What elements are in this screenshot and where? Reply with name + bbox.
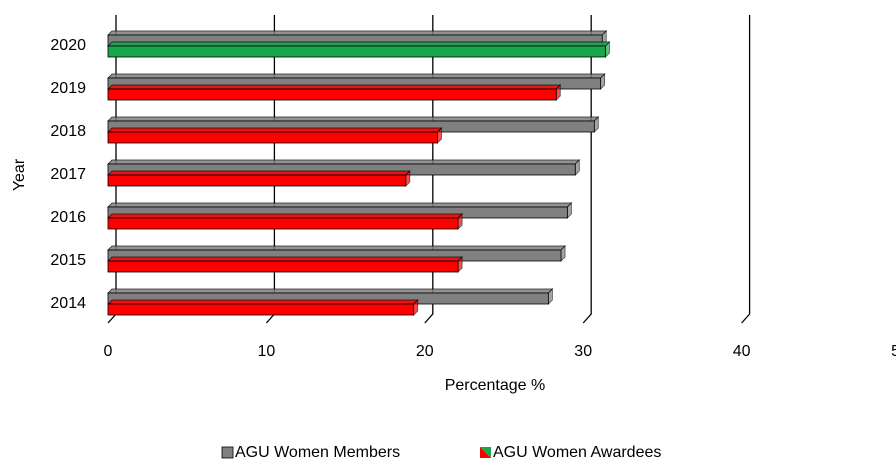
- bar: [107, 174, 407, 187]
- bar-top: [107, 299, 419, 305]
- legend-label: AGU Women Members: [235, 444, 400, 461]
- bar-top: [107, 41, 611, 47]
- x-tick-label: 20: [416, 343, 434, 360]
- bar-top: [107, 84, 562, 90]
- bar-top: [107, 73, 606, 79]
- y-tick-label: 2014: [50, 295, 86, 312]
- x-tick-label: 50: [891, 343, 896, 360]
- bar-top: [107, 256, 464, 262]
- legend-swatch: [221, 446, 234, 459]
- bar-top: [107, 202, 573, 208]
- legend-label: AGU Women Awardees: [493, 444, 661, 461]
- y-tick-label: 2015: [50, 252, 86, 269]
- bar-top: [107, 245, 566, 251]
- x-axis-label: Percentage %: [445, 377, 546, 394]
- bar-top: [107, 170, 411, 176]
- x-tick-label: 30: [574, 343, 592, 360]
- bar-top: [107, 116, 600, 122]
- grid-line: [582, 15, 592, 324]
- x-tick-label: 10: [258, 343, 276, 360]
- bar: [107, 217, 459, 230]
- bar: [107, 45, 606, 58]
- bar-top: [107, 30, 608, 36]
- legend-swatch: [480, 447, 491, 458]
- y-tick-label: 2016: [50, 209, 86, 226]
- grid-line: [424, 15, 434, 324]
- bar: [107, 260, 459, 273]
- y-axis-label: Year: [11, 158, 28, 191]
- y-tick-label: 2017: [50, 166, 86, 183]
- y-tick-label: 2019: [50, 80, 86, 97]
- bar-top: [107, 159, 581, 165]
- y-tick-label: 2018: [50, 123, 86, 140]
- y-tick-label: 2020: [50, 37, 86, 54]
- bar-top: [107, 127, 443, 133]
- x-tick-label: 0: [104, 343, 113, 360]
- bar: [107, 303, 415, 316]
- bar: [107, 131, 438, 144]
- grid-line: [741, 15, 751, 324]
- bar-top: [107, 213, 464, 219]
- bar: [107, 88, 557, 101]
- bar-top: [107, 288, 554, 294]
- x-tick-label: 40: [733, 343, 751, 360]
